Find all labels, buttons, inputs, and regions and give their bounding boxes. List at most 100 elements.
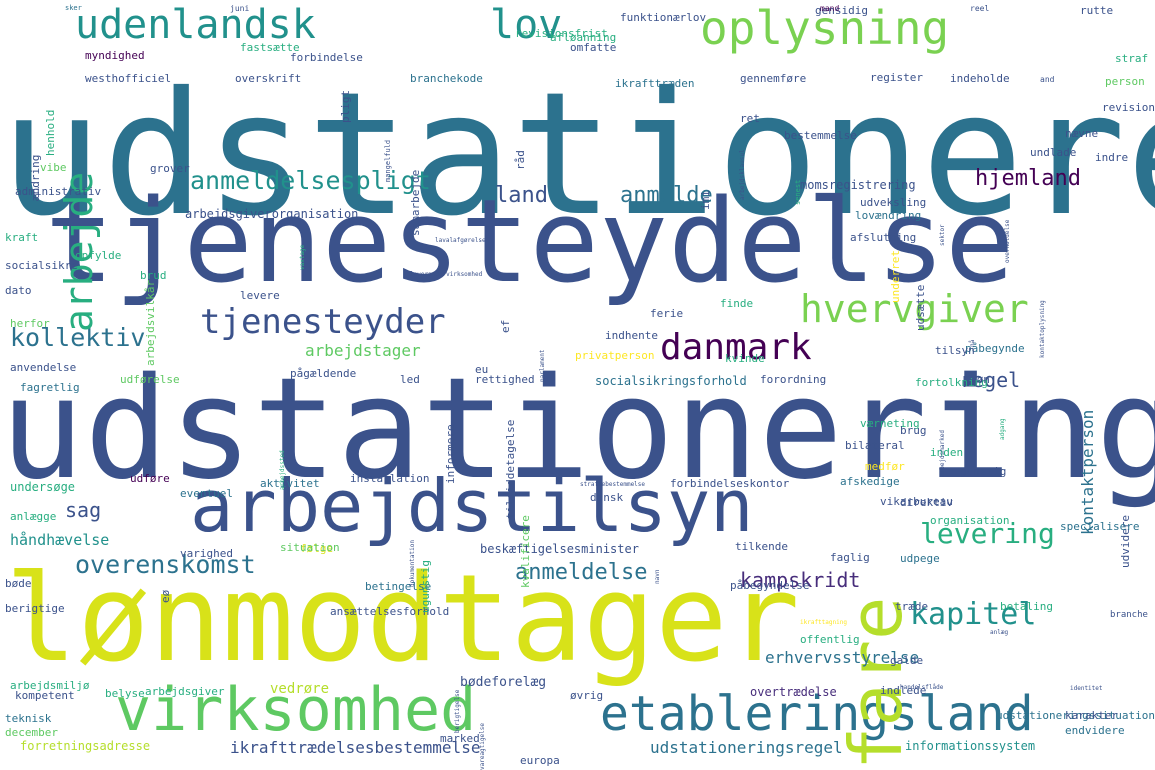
word-karakter: karakter <box>1065 709 1118 722</box>
word-tjenesteyder: tjenesteyder <box>200 302 446 342</box>
word-branche: branche <box>1110 610 1148 620</box>
word-etableringsland: etableringsland <box>600 686 1034 742</box>
word-bestemmelse: bestemmelse <box>784 129 857 142</box>
word-udf-re: udføre <box>130 472 170 485</box>
word-afslutning: afslutning <box>850 231 917 244</box>
word-v-rneting: værneting <box>860 417 920 430</box>
word-rutte: rutte <box>1080 4 1114 17</box>
word-omfatte: omfatte <box>570 41 617 54</box>
word-sektor: sektor <box>939 223 946 246</box>
word-kvinde: kvinde <box>725 352 765 365</box>
word-person: person <box>1105 75 1145 88</box>
word-juni: juni <box>230 4 250 13</box>
word-adgang: adgang <box>999 417 1006 440</box>
word-uds-tte: udsætte <box>914 284 927 332</box>
word-dokumentation: dokumentation <box>409 539 416 587</box>
word-ndring: ændring <box>29 154 42 202</box>
word-betingelse: betingelse <box>365 580 432 593</box>
word-ans-ttelsesforhold: ansættelsesforhold <box>330 605 450 618</box>
word-kontaktoplysning: kontaktoplysning <box>1039 299 1046 358</box>
word-regel: regel <box>960 368 1021 392</box>
word-tilsyn: tilsyn <box>935 344 975 357</box>
word-kvalificere: kvalificere <box>519 514 532 588</box>
word-eventuel: eventuel <box>180 487 233 500</box>
word-pa-begynde: påbegynde <box>965 342 1025 355</box>
word-f-lge: følge <box>300 542 334 555</box>
word-unders-ge: undersøge <box>10 480 76 494</box>
word-specialisere: specialisere <box>1060 520 1140 533</box>
word-ugunstig: ugunstig <box>419 559 432 613</box>
word-sag: sag <box>65 498 102 522</box>
word-arbejdstager: arbejdstager <box>305 341 421 360</box>
word-revision: revision <box>1102 101 1155 114</box>
word-kapitel: kapitel <box>910 597 1037 632</box>
word-kontaktperson: kontaktperson <box>1078 409 1097 535</box>
word-anmeldelsespligt: anmeldelsespligt <box>190 166 431 195</box>
word-vibe: vibe <box>40 161 67 174</box>
word-lov: lov <box>490 2 563 48</box>
word-berigtige: berigtige <box>5 602 65 615</box>
word-vareagtigelse: vareagtigelse <box>479 723 486 770</box>
word-momsregistrering: momsregistrering <box>800 178 916 192</box>
word-branchekode: branchekode <box>410 72 483 85</box>
word-galde: galde <box>890 654 924 667</box>
word-anmeldelse: anmeldelse <box>515 560 648 585</box>
word-dato: dato <box>5 284 32 297</box>
word-imi: imi <box>699 189 712 210</box>
word-b-de: bøde <box>5 577 32 590</box>
word-fagretlig: fagretlig <box>20 381 80 394</box>
word-afskedige: afskedige <box>840 475 900 488</box>
word-pa-begyndelse: påbegyndelse <box>730 579 810 592</box>
word-arbejdsgiverorganisation: arbejdsgiverorganisation <box>185 207 359 221</box>
word-straf: straf <box>1115 52 1149 65</box>
word-kompetent: kompetent <box>15 689 75 702</box>
word-rettighed: rettighed <box>475 373 535 386</box>
word-undlade: undlade <box>1030 146 1077 159</box>
word-udenlandsk: udenlandsk <box>75 2 316 48</box>
word-faglig: faglig <box>830 551 870 564</box>
word-udstationere: udstationere <box>0 56 1155 254</box>
word-berigtigelse: berigtigelse <box>454 689 461 734</box>
word-udpege: udpege <box>900 552 940 565</box>
word-e: eø <box>159 589 172 604</box>
word-situation: situation <box>280 541 340 554</box>
word-forretningsadresse: forretningsadresse <box>20 739 151 753</box>
word-vedr-re: vedrøre <box>270 681 330 697</box>
word-anmelde: anmelde <box>620 183 713 208</box>
word-arbejdsmilj: arbejdsmiljø <box>10 679 90 692</box>
word-senest: senest <box>794 179 802 206</box>
word-overskrift: overskrift <box>235 72 302 85</box>
word-l-n: løn <box>970 373 990 386</box>
word-pligt: pligt <box>339 89 352 123</box>
word-informere: informere <box>444 424 457 485</box>
word-virksomhed: virksomhed <box>115 675 477 745</box>
word-installation: installation <box>350 472 430 485</box>
word-arbejdsgiver: arbejdsgiver <box>145 685 225 698</box>
word-l-nmodtager: lønmodtager <box>5 550 800 689</box>
word-fortolkning: fortolkning <box>915 376 988 389</box>
word-overtr-delse: overtrædelse <box>750 685 837 699</box>
word-hvervgiver: hvervgiver <box>800 287 1029 331</box>
word-indre: indre <box>1095 151 1129 164</box>
word-offentlig: offentlig <box>800 633 860 646</box>
word-bilateral: bilateral <box>845 439 905 452</box>
word-pa-g-ldende: pågældende <box>290 367 357 380</box>
word-forbindelse: forbindelse <box>290 51 363 64</box>
word-organisation: organisation <box>930 514 1010 527</box>
word-fasts-tte: fastsætte <box>240 41 300 54</box>
word-ikrafttr-delsesbestemmelse: ikrafttrædelsesbestemmelse <box>230 738 481 757</box>
word-erhvervsstyrelse: erhvervsstyrelse <box>765 648 920 667</box>
word-teknisk: teknisk <box>5 712 52 725</box>
word-arbejdsmarked: arbejdsmarked <box>939 429 946 477</box>
word-kraft: kraft <box>5 231 39 244</box>
word-tr-de: træde <box>895 600 929 613</box>
word-udveksling: udveksling <box>860 196 927 209</box>
word-mangelfuld: mangelfuld <box>384 139 392 182</box>
word-afl-anning: afløanning <box>550 31 617 44</box>
word-westhofficiel: westhofficiel <box>85 72 172 85</box>
word-eu: eu <box>475 363 489 376</box>
word-indhente: indhente <box>605 329 658 342</box>
word-ikrafttagning: ikrafttagning <box>800 619 847 626</box>
word-revisionsfrist: revisionsfrist <box>515 27 608 40</box>
word-overenskomst: overenskomst <box>75 550 256 579</box>
